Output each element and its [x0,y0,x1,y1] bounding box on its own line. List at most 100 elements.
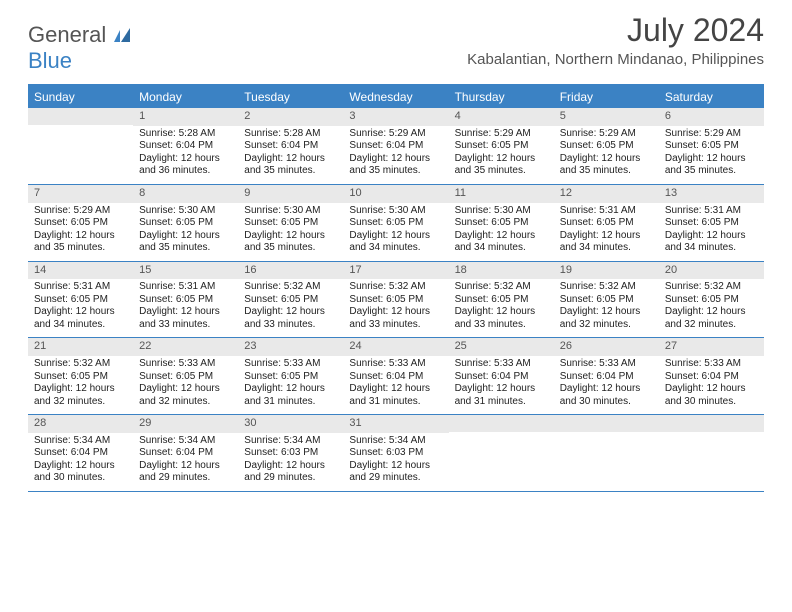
calendar-day-cell: 31Sunrise: 5:34 AMSunset: 6:03 PMDayligh… [343,415,448,491]
calendar-day-cell: 6 Sunrise: 5:29 AMSunset: 6:05 PMDaylight… [659,108,764,184]
sunset-text: Sunset: 6:03 PM [244,447,337,460]
day-number: 21 [28,338,133,356]
sunrise-text: Sunrise: 5:34 AM [349,435,442,448]
sunset-text: Sunset: 6:05 PM [34,294,127,307]
day-details: Sunrise: 5:29 AMSunset: 6:04 PMDaylight:… [343,128,448,178]
daylight-line2: and 30 minutes. [34,472,127,485]
sunset-text: Sunset: 6:05 PM [139,217,232,230]
calendar-week-row: 1Sunrise: 5:28 AMSunset: 6:04 PMDaylight… [28,108,764,185]
location-subtitle: Kabalantian, Northern Mindanao, Philippi… [467,51,764,68]
sunset-text: Sunset: 6:05 PM [244,371,337,384]
weekday-header: Thursday [449,86,554,108]
daylight-line1: Daylight: 12 hours [244,306,337,319]
day-details: Sunrise: 5:32 AMSunset: 6:05 PMDaylight:… [238,281,343,331]
day-number: 30 [238,415,343,433]
sunset-text: Sunset: 6:04 PM [244,140,337,153]
calendar-week-row: 21Sunrise: 5:32 AMSunset: 6:05 PMDayligh… [28,338,764,415]
day-number [659,415,764,432]
sunset-text: Sunset: 6:04 PM [139,447,232,460]
day-details: Sunrise: 5:29 AMSunset: 6:05 PMDaylight:… [28,205,133,255]
sunrise-text: Sunrise: 5:32 AM [244,281,337,294]
daylight-line1: Daylight: 12 hours [139,306,232,319]
sunrise-text: Sunrise: 5:30 AM [349,205,442,218]
day-details: Sunrise: 5:31 AMSunset: 6:05 PMDaylight:… [28,281,133,331]
calendar-day-cell: 22Sunrise: 5:33 AMSunset: 6:05 PMDayligh… [133,338,238,414]
logo-flag-icon [114,29,136,46]
day-details: Sunrise: 5:34 AMSunset: 6:03 PMDaylight:… [343,435,448,485]
day-details: Sunrise: 5:34 AMSunset: 6:04 PMDaylight:… [28,435,133,485]
calendar-week-row: 7 Sunrise: 5:29 AMSunset: 6:05 PMDaylight… [28,185,764,262]
calendar-day-cell [554,415,659,491]
day-details: Sunrise: 5:30 AMSunset: 6:05 PMDaylight:… [449,205,554,255]
daylight-line2: and 33 minutes. [139,319,232,332]
day-number: 22 [133,338,238,356]
daylight-line1: Daylight: 12 hours [455,306,548,319]
sunrise-text: Sunrise: 5:32 AM [665,281,758,294]
calendar-day-cell: 10Sunrise: 5:30 AMSunset: 6:05 PMDayligh… [343,185,448,261]
sunrise-text: Sunrise: 5:32 AM [455,281,548,294]
sunrise-text: Sunrise: 5:30 AM [139,205,232,218]
daylight-line2: and 35 minutes. [34,242,127,255]
sunset-text: Sunset: 6:04 PM [455,371,548,384]
daylight-line2: and 31 minutes. [455,396,548,409]
calendar-day-cell: 5Sunrise: 5:29 AMSunset: 6:05 PMDaylight… [554,108,659,184]
day-number: 8 [133,185,238,203]
sunset-text: Sunset: 6:05 PM [560,294,653,307]
day-details: Sunrise: 5:32 AMSunset: 6:05 PMDaylight:… [343,281,448,331]
calendar-day-cell: 19Sunrise: 5:32 AMSunset: 6:05 PMDayligh… [554,262,659,338]
daylight-line1: Daylight: 12 hours [560,230,653,243]
calendar-week-row: 14Sunrise: 5:31 AMSunset: 6:05 PMDayligh… [28,262,764,339]
daylight-line2: and 35 minutes. [349,165,442,178]
daylight-line1: Daylight: 12 hours [455,153,548,166]
day-number [28,108,133,125]
sunrise-text: Sunrise: 5:32 AM [349,281,442,294]
daylight-line1: Daylight: 12 hours [244,153,337,166]
day-details: Sunrise: 5:29 AMSunset: 6:05 PMDaylight:… [659,128,764,178]
day-number: 6 [659,108,764,126]
daylight-line1: Daylight: 12 hours [349,230,442,243]
day-details: Sunrise: 5:33 AMSunset: 6:04 PMDaylight:… [554,358,659,408]
day-details: Sunrise: 5:31 AMSunset: 6:05 PMDaylight:… [133,281,238,331]
daylight-line1: Daylight: 12 hours [244,230,337,243]
calendar-day-cell [659,415,764,491]
month-title: July 2024 [467,12,764,49]
daylight-line2: and 35 minutes. [244,242,337,255]
day-number: 28 [28,415,133,433]
day-number: 11 [449,185,554,203]
sunrise-text: Sunrise: 5:33 AM [455,358,548,371]
daylight-line2: and 32 minutes. [139,396,232,409]
daylight-line2: and 33 minutes. [244,319,337,332]
calendar-day-cell: 1Sunrise: 5:28 AMSunset: 6:04 PMDaylight… [133,108,238,184]
sunset-text: Sunset: 6:04 PM [560,371,653,384]
calendar-day-cell: 17Sunrise: 5:32 AMSunset: 6:05 PMDayligh… [343,262,448,338]
calendar-day-cell: 20Sunrise: 5:32 AMSunset: 6:05 PMDayligh… [659,262,764,338]
calendar-day-cell: 29Sunrise: 5:34 AMSunset: 6:04 PMDayligh… [133,415,238,491]
weekday-header: Wednesday [343,86,448,108]
daylight-line2: and 30 minutes. [560,396,653,409]
daylight-line1: Daylight: 12 hours [34,306,127,319]
day-details: Sunrise: 5:34 AMSunset: 6:04 PMDaylight:… [133,435,238,485]
daylight-line1: Daylight: 12 hours [34,230,127,243]
daylight-line1: Daylight: 12 hours [349,153,442,166]
sunrise-text: Sunrise: 5:28 AM [244,128,337,141]
sunrise-text: Sunrise: 5:34 AM [34,435,127,448]
daylight-line1: Daylight: 12 hours [349,306,442,319]
sunset-text: Sunset: 6:03 PM [349,447,442,460]
daylight-line1: Daylight: 12 hours [665,306,758,319]
daylight-line1: Daylight: 12 hours [455,383,548,396]
daylight-line1: Daylight: 12 hours [665,383,758,396]
daylight-line1: Daylight: 12 hours [560,383,653,396]
daylight-line2: and 31 minutes. [244,396,337,409]
calendar-day-cell: 9Sunrise: 5:30 AMSunset: 6:05 PMDaylight… [238,185,343,261]
day-number: 7 [28,185,133,203]
day-details: Sunrise: 5:34 AMSunset: 6:03 PMDaylight:… [238,435,343,485]
calendar-day-cell: 12Sunrise: 5:31 AMSunset: 6:05 PMDayligh… [554,185,659,261]
daylight-line1: Daylight: 12 hours [665,230,758,243]
day-number: 20 [659,262,764,280]
brand-logo: General Blue [28,22,136,74]
daylight-line1: Daylight: 12 hours [139,230,232,243]
page-header: General Blue July 2024 Kabalantian, Nort… [0,0,792,78]
daylight-line2: and 32 minutes. [560,319,653,332]
weekday-header: Sunday [28,86,133,108]
sunset-text: Sunset: 6:05 PM [349,294,442,307]
